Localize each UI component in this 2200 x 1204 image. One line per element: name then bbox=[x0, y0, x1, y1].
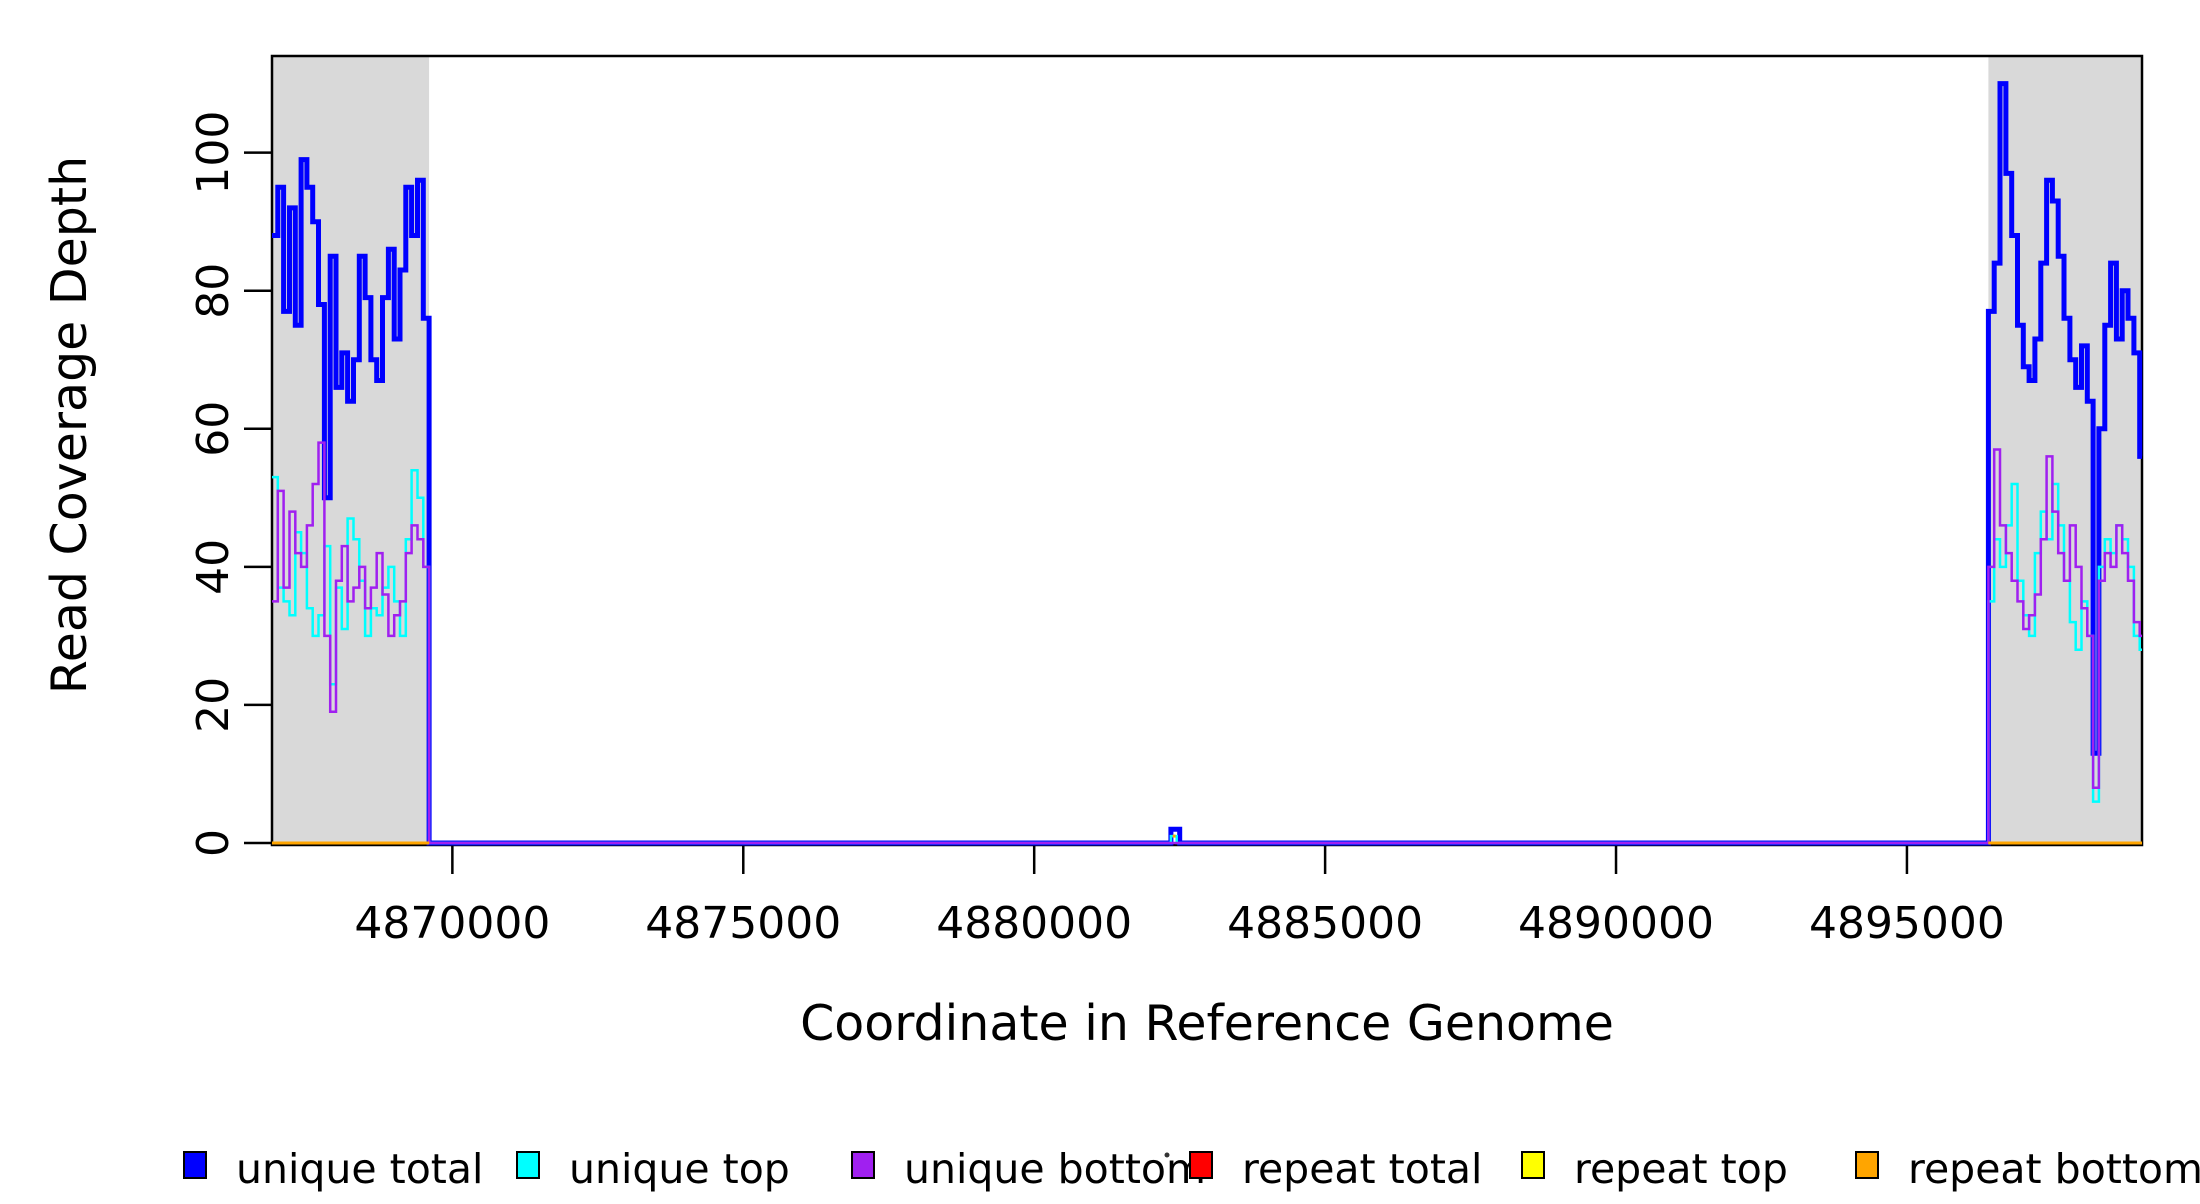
x-tick-label-4870000: 4870000 bbox=[354, 898, 550, 949]
legend-item-unique-total: unique total bbox=[183, 1145, 483, 1193]
x-tick-label-4890000: 4890000 bbox=[1518, 898, 1714, 949]
y-tick-label-20: 20 bbox=[188, 677, 239, 733]
legend-label-repeat-top: repeat top bbox=[1574, 1145, 1788, 1193]
x-tick-label-4875000: 4875000 bbox=[645, 898, 841, 949]
highlight-region-1 bbox=[272, 57, 430, 844]
legend-swatch-repeat-top bbox=[1521, 1151, 1545, 1179]
legend-item-repeat-bottom: repeat bottom bbox=[1855, 1145, 2200, 1193]
legend: unique total unique top unique bottom repea… bbox=[183, 1145, 2200, 1193]
legend-label-unique-bottom: unique bottom bbox=[904, 1145, 1206, 1193]
legend-item-repeat-total: repeat total bbox=[1189, 1145, 1482, 1193]
stray-dot bbox=[1164, 1152, 1170, 1158]
x-tick-label-4880000: 4880000 bbox=[936, 898, 1132, 949]
legend-item-unique-top: unique top bbox=[516, 1145, 790, 1193]
series-line-unique-bottom-1 bbox=[272, 441, 2142, 845]
x-tick-label-4895000: 4895000 bbox=[1809, 898, 2005, 949]
series-line-unique-total-1 bbox=[272, 81, 2143, 846]
legend-swatch-unique-bottom bbox=[851, 1151, 875, 1179]
legend-swatch-repeat-bottom bbox=[1855, 1151, 1879, 1179]
y-tick-label-40: 40 bbox=[188, 539, 239, 595]
axes: 0 20 40 60 80 100 4870000 4875000 4880000 4885000… bbox=[188, 54, 2144, 949]
series-line-unique-top-1 bbox=[272, 468, 2142, 845]
legend-swatch-unique-total bbox=[183, 1151, 207, 1179]
legend-swatch-repeat-total bbox=[1189, 1151, 1213, 1179]
legend-label-repeat-total: repeat total bbox=[1242, 1145, 1482, 1193]
legend-swatch-unique-top bbox=[516, 1151, 540, 1179]
y-tick-label-80: 80 bbox=[188, 263, 239, 319]
data-series bbox=[272, 81, 2143, 846]
x-tick-label-4885000: 4885000 bbox=[1227, 898, 1423, 949]
y-axis-title: Read Coverage Depth bbox=[41, 156, 98, 694]
plot-border bbox=[270, 54, 2144, 847]
legend-label-unique-top: unique top bbox=[569, 1145, 790, 1193]
highlight-regions bbox=[272, 57, 2142, 844]
y-tick-label-100: 100 bbox=[188, 111, 239, 195]
legend-label-repeat-bottom: repeat bottom bbox=[1908, 1145, 2200, 1193]
x-axis-title: Coordinate in Reference Genome bbox=[800, 995, 1614, 1052]
y-tick-label-60: 60 bbox=[188, 401, 239, 457]
legend-item-repeat-top: repeat top bbox=[1521, 1145, 1788, 1193]
y-tick-label-0: 0 bbox=[188, 829, 239, 857]
legend-item-unique-bottom: unique bottom bbox=[851, 1145, 1206, 1193]
legend-label-unique-total: unique total bbox=[236, 1145, 483, 1193]
